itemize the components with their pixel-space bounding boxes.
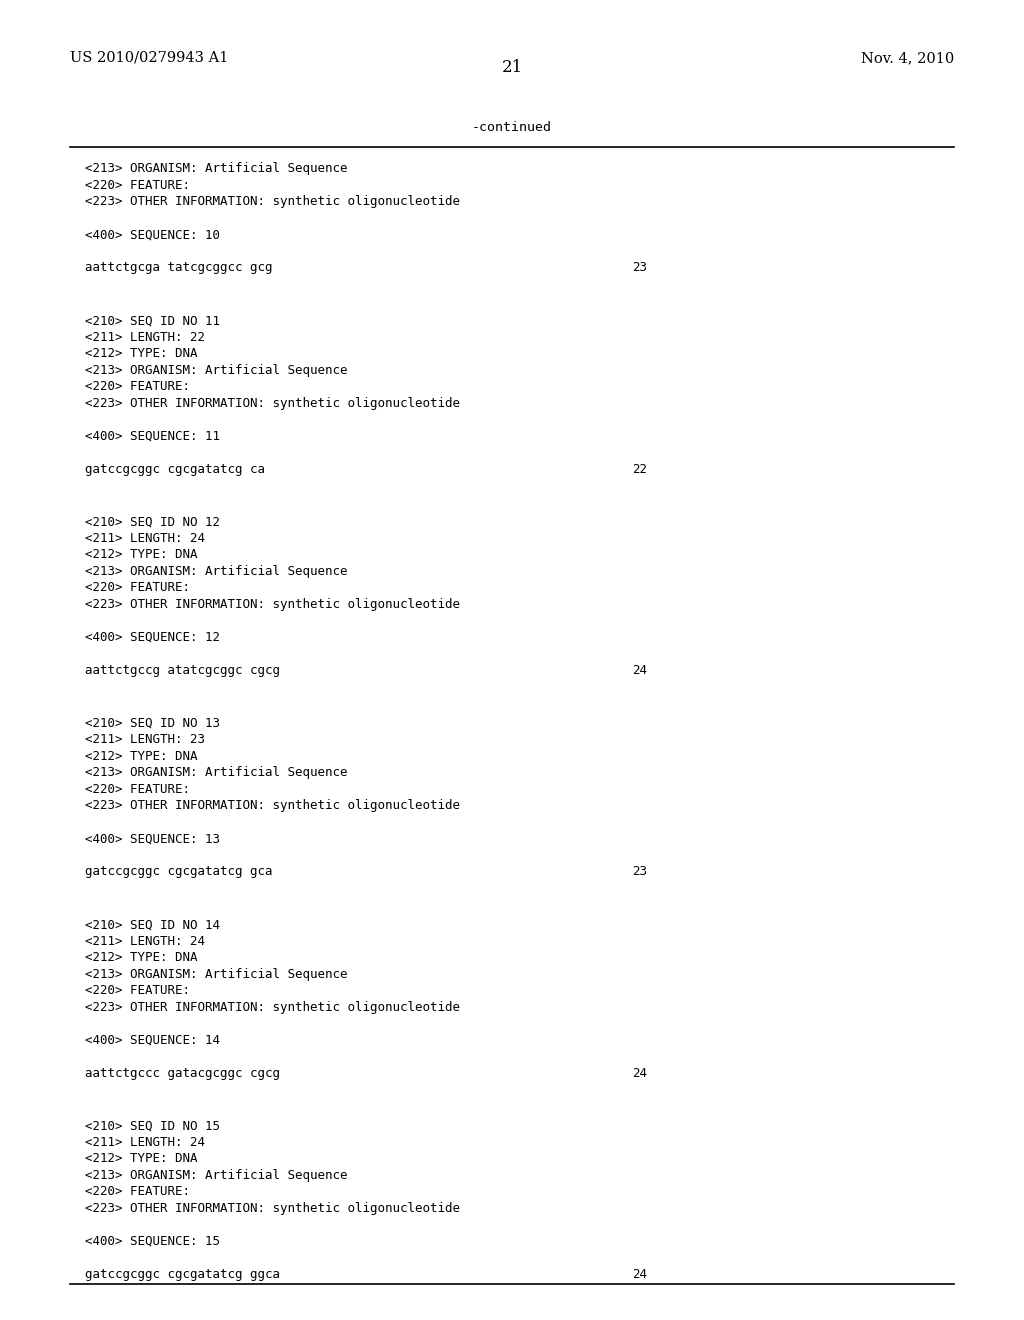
Text: <220> FEATURE:: <220> FEATURE: <box>85 380 190 393</box>
Text: aattctgccc gatacgcggc cgcg: aattctgccc gatacgcggc cgcg <box>85 1067 280 1080</box>
Text: <211> LENGTH: 23: <211> LENGTH: 23 <box>85 733 205 746</box>
Text: <212> TYPE: DNA: <212> TYPE: DNA <box>85 1152 198 1166</box>
Text: <213> ORGANISM: Artificial Sequence: <213> ORGANISM: Artificial Sequence <box>85 363 347 376</box>
Text: <400> SEQUENCE: 10: <400> SEQUENCE: 10 <box>85 228 220 242</box>
Text: 23: 23 <box>632 865 647 878</box>
Text: <213> ORGANISM: Artificial Sequence: <213> ORGANISM: Artificial Sequence <box>85 968 347 981</box>
Text: 21: 21 <box>502 59 522 77</box>
Text: 23: 23 <box>632 261 647 275</box>
Text: Nov. 4, 2010: Nov. 4, 2010 <box>861 50 954 65</box>
Text: <220> FEATURE:: <220> FEATURE: <box>85 783 190 796</box>
Text: <220> FEATURE:: <220> FEATURE: <box>85 581 190 594</box>
Text: <223> OTHER INFORMATION: synthetic oligonucleotide: <223> OTHER INFORMATION: synthetic oligo… <box>85 1001 460 1014</box>
Text: <213> ORGANISM: Artificial Sequence: <213> ORGANISM: Artificial Sequence <box>85 162 347 176</box>
Text: <212> TYPE: DNA: <212> TYPE: DNA <box>85 950 198 964</box>
Text: <210> SEQ ID NO 11: <210> SEQ ID NO 11 <box>85 314 220 327</box>
Text: <212> TYPE: DNA: <212> TYPE: DNA <box>85 750 198 763</box>
Text: <400> SEQUENCE: 13: <400> SEQUENCE: 13 <box>85 832 220 845</box>
Text: <211> LENGTH: 24: <211> LENGTH: 24 <box>85 1135 205 1148</box>
Text: <210> SEQ ID NO 14: <210> SEQ ID NO 14 <box>85 917 220 931</box>
Text: <211> LENGTH: 22: <211> LENGTH: 22 <box>85 330 205 343</box>
Text: <213> ORGANISM: Artificial Sequence: <213> ORGANISM: Artificial Sequence <box>85 766 347 779</box>
Text: <213> ORGANISM: Artificial Sequence: <213> ORGANISM: Artificial Sequence <box>85 565 347 578</box>
Text: <400> SEQUENCE: 11: <400> SEQUENCE: 11 <box>85 429 220 442</box>
Text: <212> TYPE: DNA: <212> TYPE: DNA <box>85 548 198 561</box>
Text: <220> FEATURE:: <220> FEATURE: <box>85 178 190 191</box>
Text: <223> OTHER INFORMATION: synthetic oligonucleotide: <223> OTHER INFORMATION: synthetic oligo… <box>85 396 460 409</box>
Text: <210> SEQ ID NO 12: <210> SEQ ID NO 12 <box>85 515 220 528</box>
Text: <223> OTHER INFORMATION: synthetic oligonucleotide: <223> OTHER INFORMATION: synthetic oligo… <box>85 799 460 812</box>
Text: gatccgcggc cgcgatatcg ggca: gatccgcggc cgcgatatcg ggca <box>85 1267 280 1280</box>
Text: <220> FEATURE:: <220> FEATURE: <box>85 983 190 997</box>
Text: <210> SEQ ID NO 13: <210> SEQ ID NO 13 <box>85 717 220 730</box>
Text: US 2010/0279943 A1: US 2010/0279943 A1 <box>70 50 228 65</box>
Text: <223> OTHER INFORMATION: synthetic oligonucleotide: <223> OTHER INFORMATION: synthetic oligo… <box>85 598 460 611</box>
Text: <211> LENGTH: 24: <211> LENGTH: 24 <box>85 935 205 948</box>
Text: <400> SEQUENCE: 12: <400> SEQUENCE: 12 <box>85 631 220 644</box>
Text: aattctgccg atatcgcggc cgcg: aattctgccg atatcgcggc cgcg <box>85 664 280 677</box>
Text: -continued: -continued <box>472 121 552 135</box>
Text: aattctgcga tatcgcggcc gcg: aattctgcga tatcgcggcc gcg <box>85 261 272 275</box>
Text: 24: 24 <box>632 664 647 677</box>
Text: <210> SEQ ID NO 15: <210> SEQ ID NO 15 <box>85 1119 220 1133</box>
Text: <220> FEATURE:: <220> FEATURE: <box>85 1185 190 1199</box>
Text: <400> SEQUENCE: 14: <400> SEQUENCE: 14 <box>85 1034 220 1047</box>
Text: <213> ORGANISM: Artificial Sequence: <213> ORGANISM: Artificial Sequence <box>85 1168 347 1181</box>
Text: <212> TYPE: DNA: <212> TYPE: DNA <box>85 347 198 360</box>
Text: <400> SEQUENCE: 15: <400> SEQUENCE: 15 <box>85 1234 220 1247</box>
Text: 22: 22 <box>632 462 647 475</box>
Text: <211> LENGTH: 24: <211> LENGTH: 24 <box>85 532 205 545</box>
Text: 24: 24 <box>632 1067 647 1080</box>
Text: gatccgcggc cgcgatatcg ca: gatccgcggc cgcgatatcg ca <box>85 462 265 475</box>
Text: 24: 24 <box>632 1267 647 1280</box>
Text: <223> OTHER INFORMATION: synthetic oligonucleotide: <223> OTHER INFORMATION: synthetic oligo… <box>85 195 460 209</box>
Text: gatccgcggc cgcgatatcg gca: gatccgcggc cgcgatatcg gca <box>85 865 272 878</box>
Text: <223> OTHER INFORMATION: synthetic oligonucleotide: <223> OTHER INFORMATION: synthetic oligo… <box>85 1201 460 1214</box>
